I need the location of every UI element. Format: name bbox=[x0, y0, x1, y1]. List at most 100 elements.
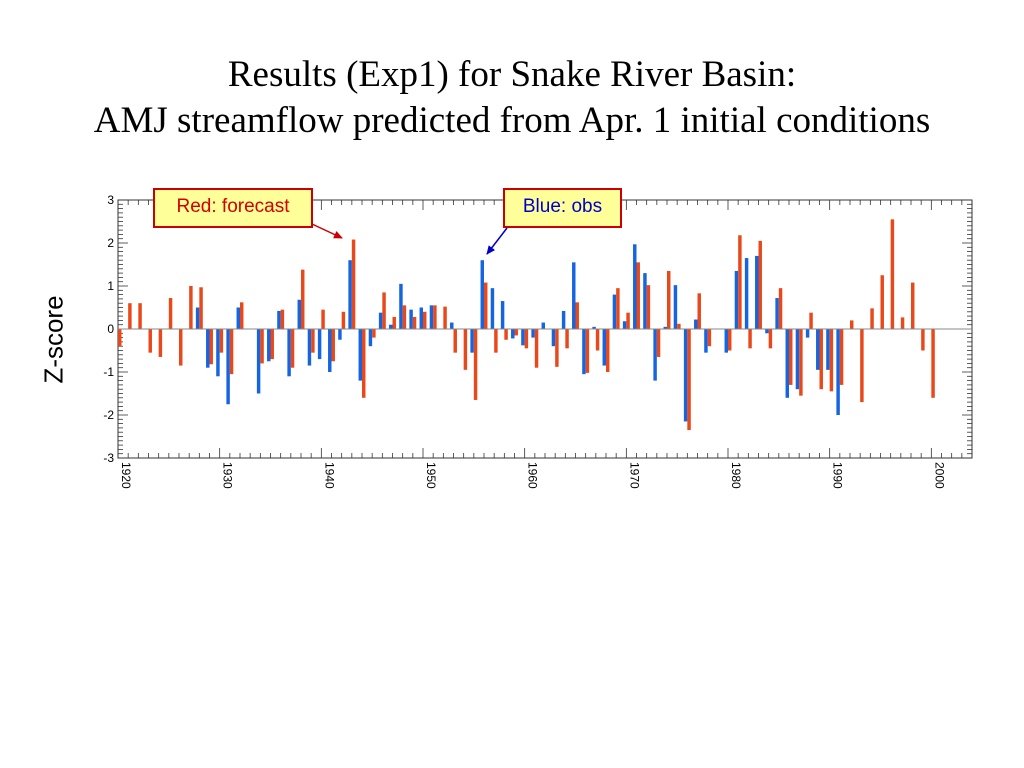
forecast-bar bbox=[351, 239, 356, 329]
forecast-bar bbox=[931, 329, 935, 398]
x-tick-label: 1970 bbox=[627, 462, 641, 489]
forecast-bar bbox=[921, 329, 925, 351]
obs-bar bbox=[826, 329, 830, 370]
forecast-bar bbox=[158, 329, 163, 357]
forecast-bar bbox=[240, 302, 244, 329]
forecast-bar bbox=[138, 303, 142, 329]
obs-bar bbox=[663, 326, 667, 329]
bar-series bbox=[118, 219, 935, 431]
forecast-bar bbox=[331, 329, 335, 362]
obs-bar bbox=[744, 258, 749, 329]
y-tick-label: -1 bbox=[103, 365, 114, 379]
x-tick-label: 1960 bbox=[526, 462, 540, 489]
forecast-bar bbox=[301, 269, 305, 329]
obs-bar bbox=[358, 329, 362, 381]
y-tick-label: -2 bbox=[103, 408, 114, 422]
forecast-bar bbox=[433, 305, 437, 329]
x-tick-label: 1990 bbox=[831, 462, 845, 489]
forecast-bar bbox=[555, 329, 559, 367]
forecast-bar bbox=[758, 240, 762, 329]
forecast-bar bbox=[484, 282, 488, 329]
forecast-bar bbox=[423, 311, 427, 329]
obs-bar bbox=[419, 307, 423, 329]
obs-bar bbox=[368, 329, 373, 347]
obs-bar bbox=[450, 322, 454, 329]
forecast-bar bbox=[260, 329, 264, 364]
y-tick-label: -3 bbox=[103, 451, 114, 465]
forecast-bar bbox=[575, 302, 579, 329]
obs-bar bbox=[704, 329, 708, 353]
forecast-bar bbox=[646, 285, 651, 329]
forecast-bar bbox=[504, 329, 508, 340]
forecast-bar bbox=[829, 329, 834, 392]
forecast-bar bbox=[189, 286, 193, 329]
obs-bar bbox=[195, 307, 200, 329]
obs-bar bbox=[765, 329, 769, 334]
obs-bar bbox=[399, 283, 403, 329]
forecast-bar bbox=[778, 288, 783, 329]
forecast-bar bbox=[799, 329, 803, 396]
obs-bar bbox=[673, 285, 678, 329]
forecast-bar bbox=[179, 329, 183, 366]
obs-bar bbox=[216, 329, 220, 377]
obs-bar bbox=[541, 322, 545, 329]
y-tick-label: 1 bbox=[107, 279, 114, 293]
forecast-bar bbox=[372, 329, 376, 338]
obs-bar bbox=[622, 321, 627, 329]
callout-arrows bbox=[311, 223, 508, 255]
forecast-bar bbox=[809, 312, 813, 329]
forecast-bar bbox=[667, 270, 671, 329]
obs-bar bbox=[256, 329, 261, 394]
forecast-bar bbox=[687, 329, 691, 431]
obs-bar bbox=[206, 329, 210, 368]
obs-bar bbox=[490, 288, 495, 329]
obs-bar bbox=[561, 310, 566, 329]
obs-bar bbox=[521, 329, 525, 346]
forecast-bar bbox=[290, 329, 295, 368]
forecast-callout-arrow bbox=[311, 223, 343, 239]
forecast-bar bbox=[738, 235, 742, 329]
forecast-bar bbox=[911, 282, 915, 329]
forecast-bar bbox=[128, 303, 132, 329]
forecast-bar bbox=[402, 305, 407, 329]
obs-bar bbox=[297, 299, 301, 329]
obs-bar bbox=[633, 244, 637, 329]
obs-bar bbox=[511, 329, 515, 339]
forecast-bar bbox=[168, 298, 173, 329]
chart-title-line-1: Results (Exp1) for Snake River Basin: bbox=[227, 54, 797, 95]
obs-bar bbox=[480, 260, 484, 329]
obs-bar bbox=[389, 324, 393, 329]
forecast-bar bbox=[209, 329, 213, 365]
obs-bar bbox=[572, 262, 576, 329]
forecast-bar bbox=[321, 309, 325, 329]
obs-bar bbox=[429, 305, 434, 329]
forecast-bar bbox=[412, 316, 417, 329]
forecast-bar bbox=[199, 287, 203, 329]
forecast-bar bbox=[453, 329, 457, 353]
forecast-bar bbox=[839, 329, 844, 385]
obs-bar bbox=[582, 329, 586, 375]
forecast-bar bbox=[565, 329, 569, 349]
forecast-bar bbox=[534, 329, 539, 368]
obs-bar bbox=[287, 329, 291, 377]
forecast-bar bbox=[118, 329, 122, 347]
x-tick-label: 1950 bbox=[424, 462, 438, 489]
forecast-bar bbox=[341, 311, 346, 329]
obs-bar bbox=[348, 260, 352, 329]
obs-bar bbox=[409, 309, 413, 329]
y-tick-label: 3 bbox=[107, 193, 114, 207]
forecast-bar bbox=[707, 329, 712, 347]
obs-bar bbox=[236, 307, 240, 329]
forecast-bar bbox=[819, 329, 823, 390]
forecast-bar bbox=[728, 329, 732, 351]
x-tick-label: 1930 bbox=[221, 462, 235, 489]
forecast-bar bbox=[229, 329, 234, 375]
obs-bar bbox=[500, 301, 505, 329]
obs-bar bbox=[795, 329, 800, 390]
obs-bar bbox=[816, 329, 820, 370]
forecast-bar bbox=[656, 329, 661, 357]
forecast-bar bbox=[880, 275, 884, 329]
forecast-bar bbox=[850, 320, 854, 329]
forecast-bar bbox=[768, 329, 773, 349]
obs-bar bbox=[277, 310, 281, 329]
